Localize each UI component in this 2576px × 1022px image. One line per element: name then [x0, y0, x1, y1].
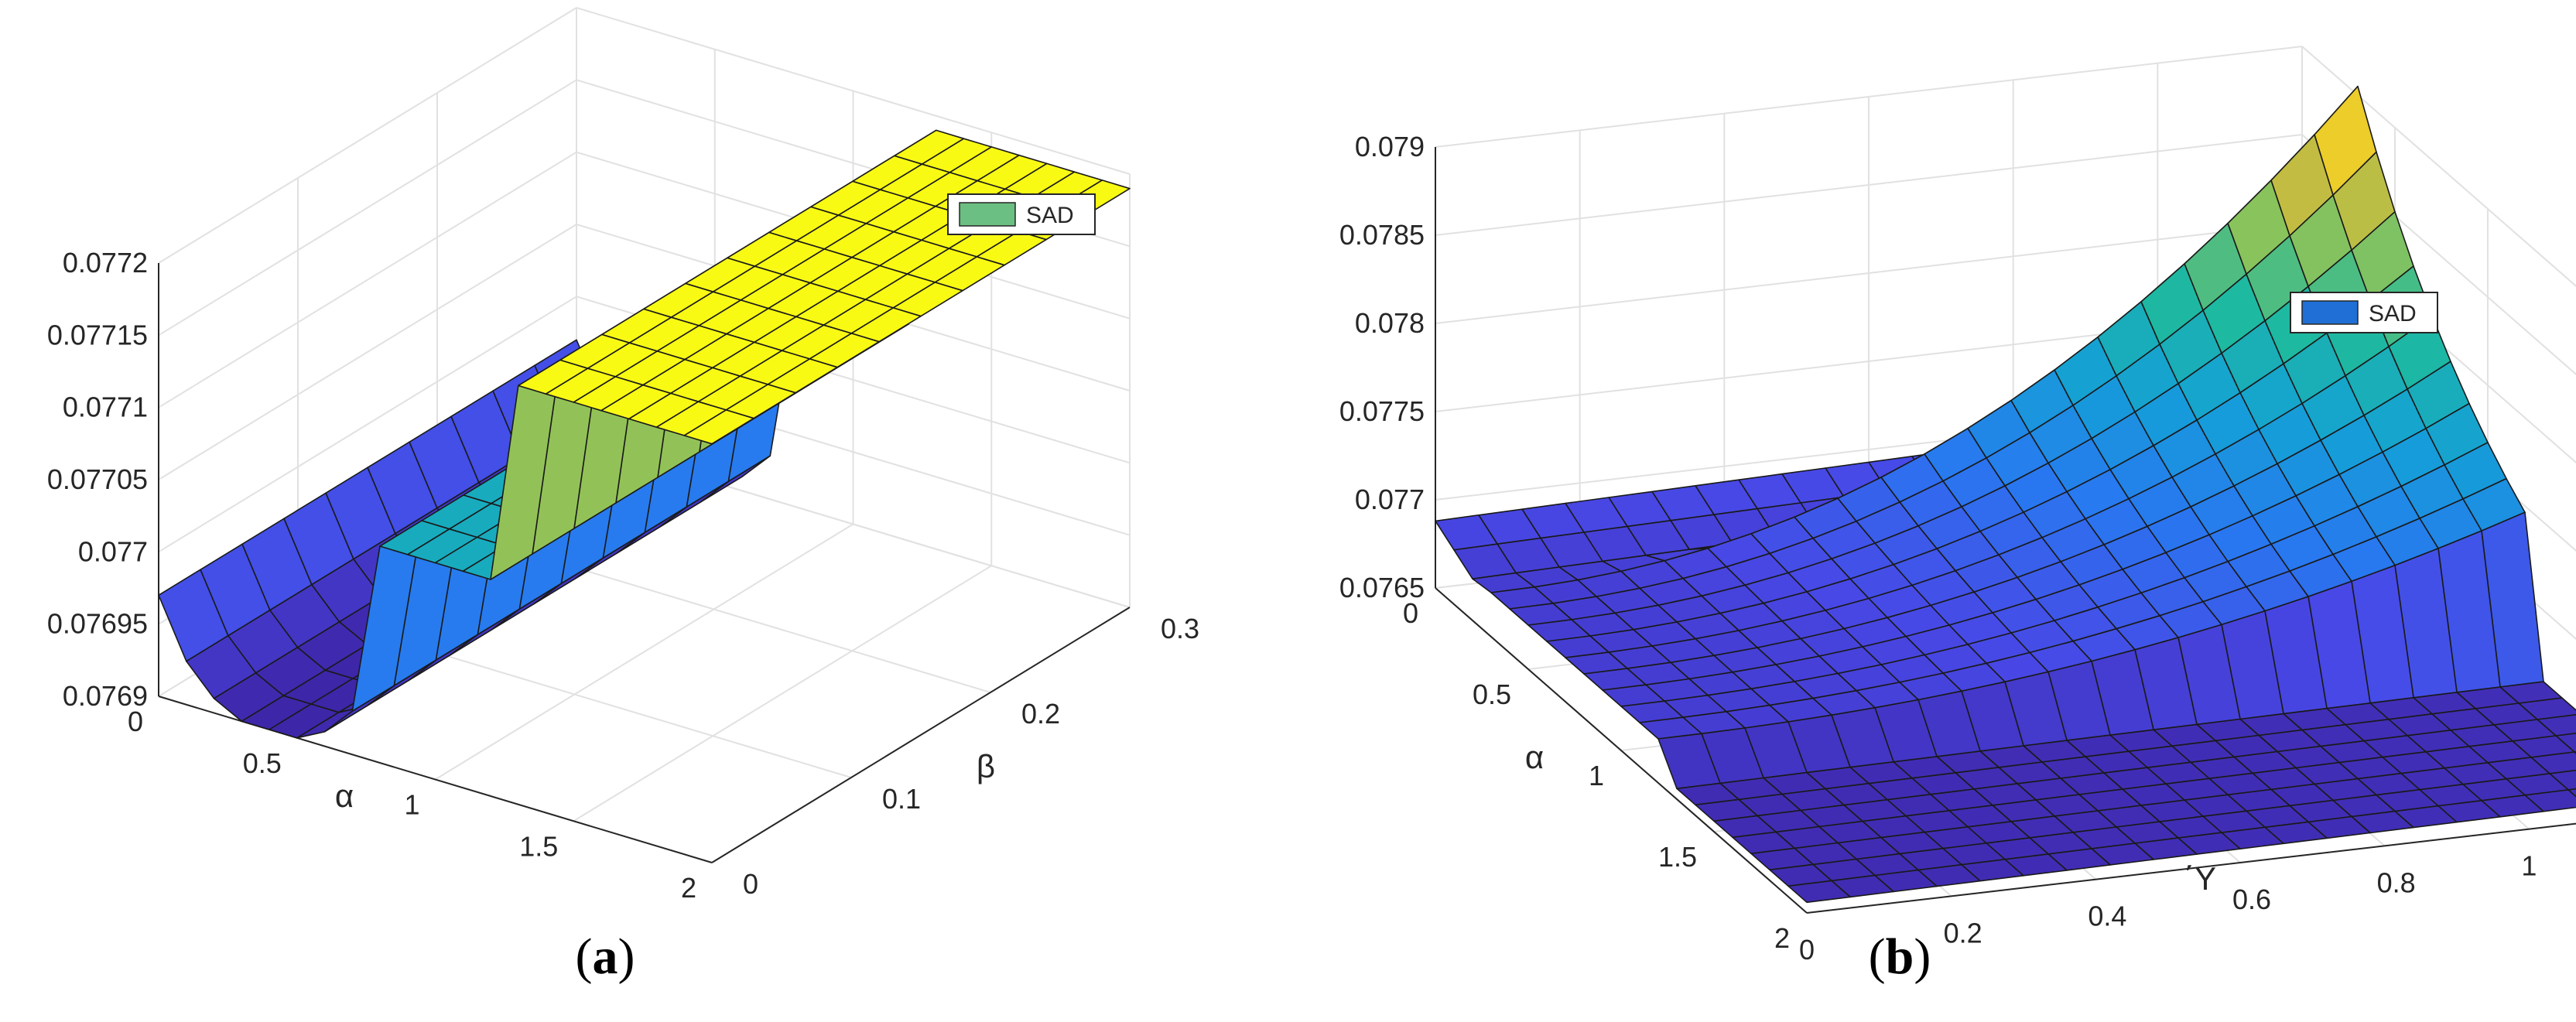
grid-line: [2301, 46, 2576, 288]
chart-a-surface: [158, 129, 1131, 739]
tick-label: 0.4: [2088, 901, 2126, 932]
tick-label: 0.8: [2377, 866, 2416, 898]
chart-a-ylabel: β: [977, 748, 995, 784]
chart-b-ticks: 00.511.5200.20.40.60.811.20.07650.0770.0…: [1339, 131, 2537, 966]
tick-label: 0.0765: [1339, 572, 1425, 603]
tick-label: 0.079: [1355, 131, 1425, 162]
tick-label: 0.6: [2232, 884, 2271, 915]
chart-b-legend: SAD: [2290, 292, 2438, 333]
grid-line: [1435, 46, 2303, 148]
chart-a-legend: SAD: [947, 193, 1096, 235]
grid-line: [158, 79, 577, 337]
tick-label: 0: [1403, 597, 1418, 629]
tick-label: 0.077: [1355, 484, 1425, 515]
tick-label: 0.2: [1021, 698, 1060, 730]
grid-line: [1435, 222, 2303, 324]
chart-a-legend-swatch: [959, 202, 1016, 227]
grid-line: [1435, 134, 2303, 236]
grid-line: [573, 565, 992, 822]
tick-label: 1.5: [1658, 841, 1697, 873]
chart-b-panel-label: (b): [1869, 928, 1931, 985]
chart-b-surface: [1435, 85, 2576, 904]
tick-label: 0.0772: [63, 247, 148, 279]
tick-label: 0.5: [243, 747, 282, 779]
tick-label: 1.5: [519, 830, 558, 862]
tick-label: 0.2: [1944, 917, 1982, 949]
chart-b-legend-label: SAD: [2369, 301, 2417, 326]
tick-label: 0.0775: [1339, 395, 1425, 427]
grid-line: [434, 523, 854, 781]
chart-b-ylabel: ΄Υ: [2184, 860, 2216, 897]
tick-label: 0.078: [1355, 307, 1425, 339]
chart-b-legend-swatch: [2301, 300, 2359, 325]
grid-line: [158, 224, 577, 480]
tick-label: 0.0785: [1339, 219, 1425, 251]
tick-label: 0.07715: [47, 319, 148, 350]
tick-label: 0.3: [1161, 613, 1199, 644]
tick-label: 1: [404, 789, 419, 821]
chart-a-ticks: 0 0.5 1 1.5 2 0 0.1 0.2 0.3 0.0769 0.07695 0.077 0.0…: [47, 247, 1199, 904]
tick-label: 0: [743, 868, 758, 900]
axis-line: [711, 607, 1131, 863]
tick-label: 2: [681, 872, 696, 904]
tick-label: 0.077: [78, 535, 148, 567]
tick-label: 0.0769: [63, 680, 148, 712]
tick-label: 0.07695: [47, 608, 148, 640]
grid-line: [158, 296, 577, 553]
surface-cell: [683, 409, 754, 445]
grid-line: [158, 151, 577, 408]
axis-line: [1806, 822, 2576, 914]
tick-label: 0.07705: [47, 463, 148, 495]
tick-label: 0: [128, 706, 143, 737]
tick-label: 1: [1589, 760, 1604, 791]
surface-cell: [1787, 880, 1851, 904]
chart-b: 00.511.5200.20.40.60.811.20.07650.0770.0…: [1339, 46, 2576, 985]
chart-a: 0 0.5 1 1.5 2 0 0.1 0.2 0.3 0.0769 0.07695 0.077 0.0…: [47, 7, 1199, 985]
chart-b-xlabel: α: [1525, 739, 1544, 775]
tick-label: 0.0771: [63, 391, 148, 423]
grid-line: [576, 7, 1131, 175]
grid-line: [158, 7, 577, 264]
tick-label: 1: [2521, 850, 2537, 882]
axis-line: [1435, 587, 1808, 914]
chart-a-xlabel: α: [335, 778, 354, 814]
tick-label: 0.5: [1473, 678, 1511, 710]
chart-a-panel-label: (a): [576, 928, 635, 985]
tick-label: 0.1: [882, 783, 921, 815]
tick-label: 2: [1774, 922, 1790, 954]
chart-a-legend-label: SAD: [1026, 203, 1074, 228]
tick-label: 0: [1799, 934, 1815, 966]
